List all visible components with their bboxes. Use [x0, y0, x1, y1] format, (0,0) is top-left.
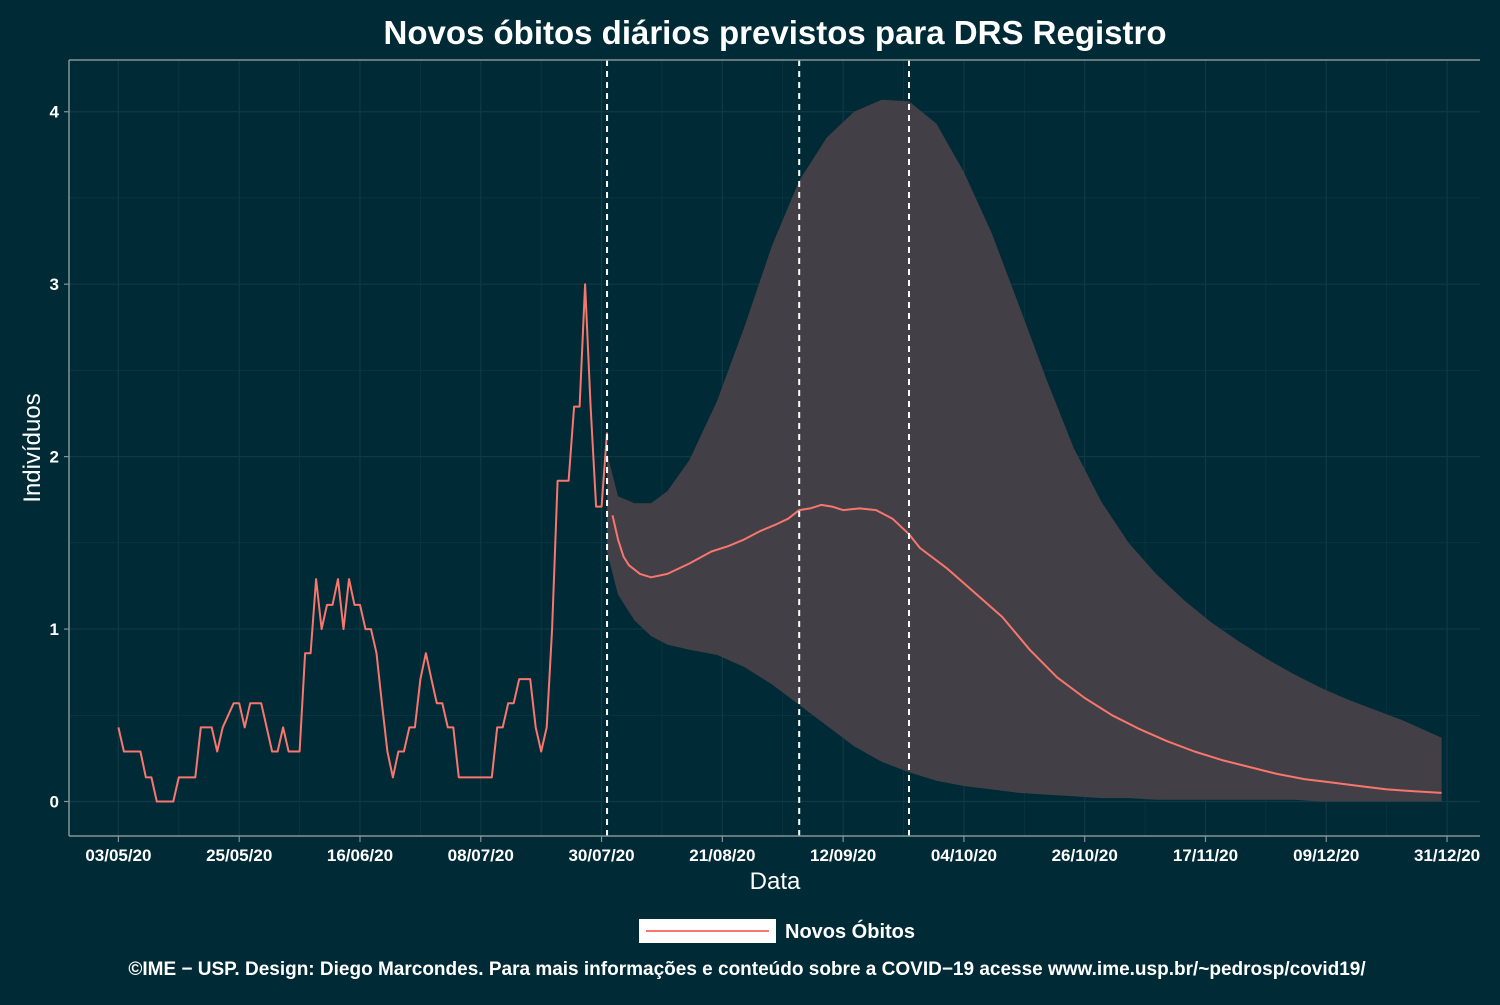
x-tick-label: 16/06/20 — [327, 846, 393, 865]
prediction-band — [607, 99, 1442, 802]
y-tick-label: 4 — [50, 103, 60, 122]
chart-title: Novos óbitos diários previstos para DRS … — [383, 14, 1166, 51]
x-tick-label: 04/10/20 — [931, 846, 997, 865]
x-tick-label: 31/12/20 — [1414, 846, 1480, 865]
legend: Novos Óbitos — [639, 919, 915, 943]
x-tick-label: 26/10/20 — [1052, 846, 1118, 865]
y-tick-label: 1 — [50, 620, 59, 639]
x-tick-label: 21/08/20 — [689, 846, 755, 865]
band-layer — [607, 99, 1442, 802]
series-line-observed — [117, 283, 608, 803]
vline-layer — [606, 60, 911, 836]
x-tick-label: 30/07/20 — [568, 846, 634, 865]
caption: ©IME − USP. Design: Diego Marcondes. Par… — [128, 959, 1366, 980]
x-tick-label: 17/11/20 — [1173, 846, 1238, 865]
y-axis-label: Indivíduos — [19, 393, 46, 502]
x-tick-label: 12/09/20 — [810, 846, 876, 865]
y-tick-labels: 0 1 2 3 4 — [50, 103, 69, 812]
y-tick-label: 3 — [50, 275, 59, 294]
y-tick-label: 2 — [50, 448, 59, 467]
axis-layer — [68, 59, 1480, 837]
legend-label: Novos Óbitos — [785, 919, 915, 943]
x-tick-label: 09/12/20 — [1293, 846, 1359, 865]
series-line-forecast — [611, 503, 1442, 794]
x-tick-labels: 03/05/20 25/05/20 16/06/20 08/07/20 30/07/20… — [85, 836, 1480, 865]
x-tick-label: 25/05/20 — [206, 846, 272, 865]
y-tick-label: 0 — [50, 793, 59, 812]
x-axis-label: Data — [750, 868, 801, 895]
x-tick-label: 03/05/20 — [85, 846, 151, 865]
line-layer — [117, 283, 1442, 803]
x-tick-label: 08/07/20 — [448, 846, 514, 865]
